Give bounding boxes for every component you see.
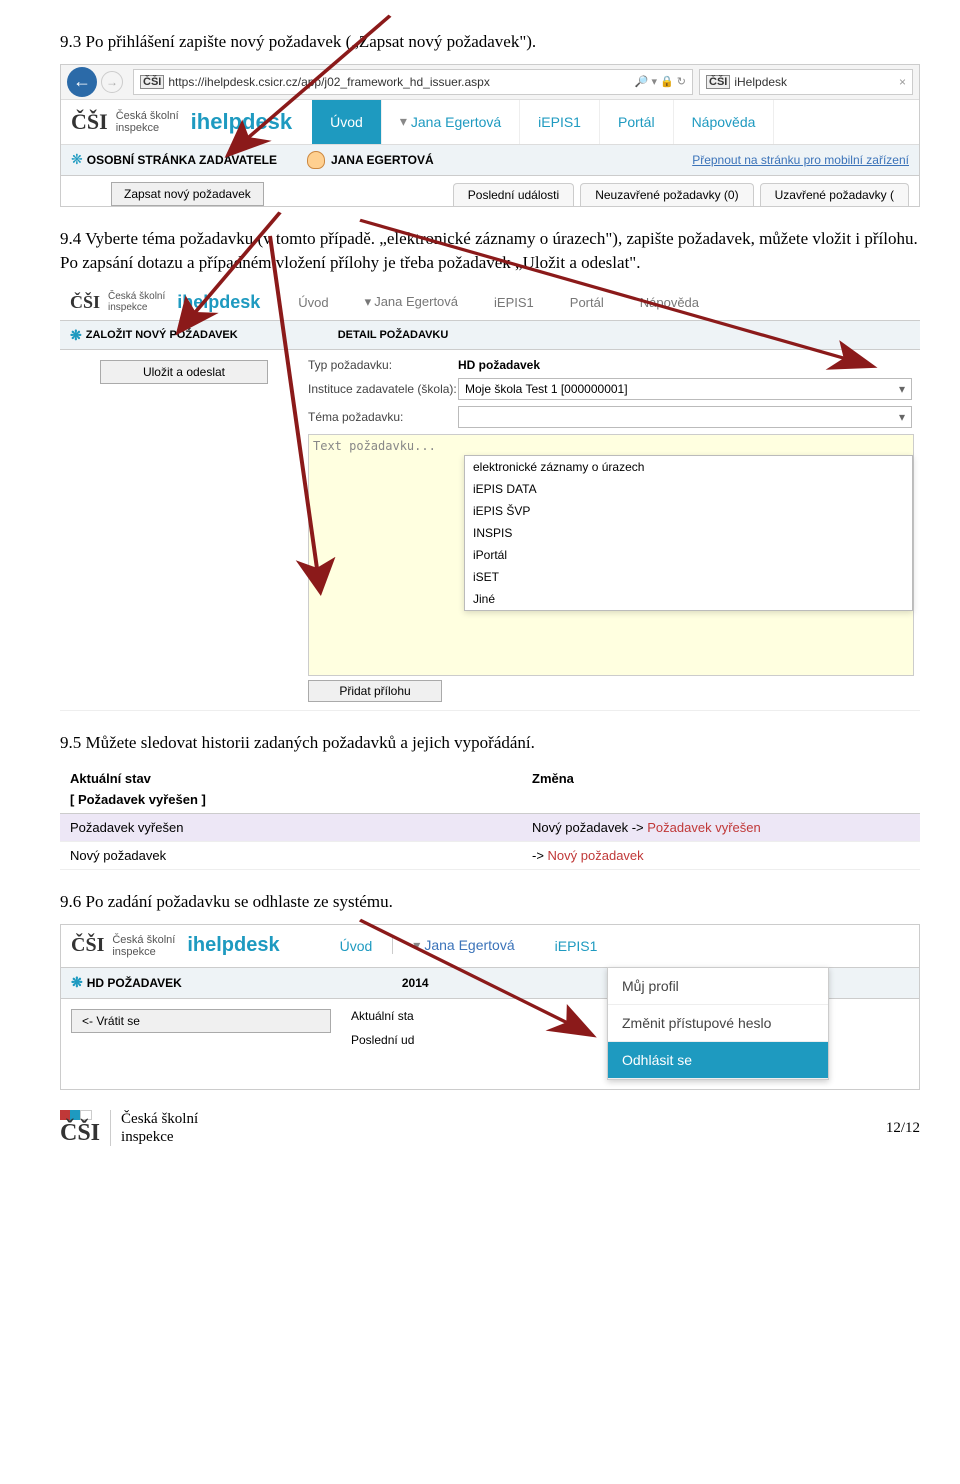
dropdown-item[interactable]: iEPIS ŠVP [465, 500, 912, 522]
screenshot-2: ČŠI Česká školníinspekce ihelpdesk Úvod … [60, 284, 920, 711]
close-icon[interactable]: × [899, 75, 906, 89]
label-institution: Instituce zadavatele (škola): [308, 382, 458, 396]
topic-select[interactable] [458, 406, 912, 428]
nav-user[interactable]: ▾Jana Egertová [347, 294, 476, 310]
url-bar[interactable]: ČŠI https://ihelpdesk.csicr.cz/app/j02_f… [133, 69, 693, 95]
footer-flag-icon [60, 1110, 92, 1120]
nav-uvod[interactable]: Úvod [280, 295, 346, 310]
star-icon: ❋ [70, 327, 82, 344]
footer-org: Česká školní inspekce [110, 1110, 198, 1146]
user-icon [307, 151, 325, 169]
dropdown-item[interactable]: INSPIS [465, 522, 912, 544]
section-9-5: 9.5 Můžete sledovat historii zadaných po… [60, 731, 920, 755]
attach-button[interactable]: Přidat přílohu [308, 680, 442, 702]
label-topic: Téma požadavku: [308, 410, 458, 424]
browser-forward-icon: → [101, 71, 123, 93]
url-prefix: ČŠI [140, 75, 164, 89]
institution-select[interactable]: Moje škola Test 1 [000000001] [458, 378, 912, 400]
nav-portal[interactable]: Portál [600, 100, 674, 144]
browser-tab[interactable]: ČŠI iHelpdesk × [699, 69, 913, 95]
logo-ihelpdesk: ihelpdesk [177, 292, 260, 313]
logo-ihelpdesk: ihelpdesk [191, 109, 292, 135]
screenshot-3: Aktuální stav Změna [ Požadavek vyřešen … [60, 765, 920, 870]
browser-back-icon[interactable]: ← [67, 67, 97, 97]
logo-ihelpdesk: ihelpdesk [187, 934, 279, 957]
new-request-button[interactable]: Zapsat nový požadavek [111, 182, 264, 206]
mobile-link[interactable]: Přepnout na stránku pro mobilní zařízení [692, 153, 909, 167]
screenshot-1: ← → ČŠI https://ihelpdesk.csicr.cz/app/j… [60, 64, 920, 207]
bar-title-right: DETAIL POŽADAVKU [338, 329, 449, 341]
nav-uvod[interactable]: Úvod [312, 100, 382, 144]
section-9-6: 9.6 Po zadání požadavku se odhlaste ze s… [60, 890, 920, 914]
menu-logout[interactable]: Odhlásit se [608, 1042, 828, 1079]
back-button[interactable]: <- Vrátit se [71, 1009, 331, 1033]
menu-profile[interactable]: Můj profil [608, 968, 828, 1005]
status-subhead: [ Požadavek vyřešen ] [60, 792, 920, 814]
section-9-3: 9.3 Po přihlášení zapište nový požadavek… [60, 30, 920, 54]
table-row: Požadavek vyřešen Nový požadavek -> Poža… [60, 814, 920, 842]
dropdown-item[interactable]: elektronické záznamy o úrazech [465, 456, 912, 478]
tab-prefix: ČŠI [706, 75, 730, 89]
nav-uvod[interactable]: Úvod [320, 938, 393, 954]
nav-iepis[interactable]: iEPIS1 [535, 938, 618, 954]
tab-title: iHelpdesk [734, 75, 787, 89]
logo-subtitle: Česká školníinspekce [108, 291, 165, 313]
dropdown-item[interactable]: iSET [465, 566, 912, 588]
star-icon: ❋ [71, 151, 83, 168]
user-name-label: JANA EGERTOVÁ [307, 151, 434, 169]
textarea-placeholder: Text požadavku... [313, 439, 436, 453]
nav-user-dropdown[interactable]: ▾Jana Egertová [392, 937, 534, 954]
menu-password[interactable]: Změnit přístupové heslo [608, 1005, 828, 1042]
bar-title-left: ZALOŽIT NOVÝ POŽADAVEK [86, 329, 238, 341]
dropdown-item[interactable]: iPortál [465, 544, 912, 566]
logo-csi: ČŠI [71, 109, 108, 135]
dropdown-item[interactable]: iEPIS DATA [465, 478, 912, 500]
user-menu: Můj profil Změnit přístupové heslo Odhlá… [607, 967, 829, 1080]
footer: ČŠI Česká školní inspekce 12/12 [60, 1110, 920, 1147]
section-9-4: 9.4 Vyberte téma požadavku (v tomto příp… [60, 227, 920, 275]
logo-subtitle: Česká školníinspekce [112, 934, 175, 958]
nav-iepis[interactable]: iEPIS1 [520, 100, 600, 144]
url-text: https://ihelpdesk.csicr.cz/app/j02_frame… [168, 75, 490, 89]
label-type: Typ požadavku: [308, 358, 458, 372]
nav-iepis[interactable]: iEPIS1 [476, 295, 552, 310]
tab-recent[interactable]: Poslední události [453, 183, 574, 206]
bar-title: HD POŽADAVEK [87, 976, 182, 990]
topic-dropdown[interactable]: elektronické záznamy o úrazech iEPIS DAT… [464, 455, 913, 611]
logo-subtitle: Česká školníinspekce [116, 110, 179, 134]
logo-csi: ČŠI [71, 934, 104, 957]
dropdown-item[interactable]: Jiné [465, 588, 912, 610]
save-send-button[interactable]: Uložit a odeslat [100, 360, 268, 384]
url-icons: 🔎 ▾ 🔒 ↻ [635, 75, 686, 88]
nav-user[interactable]: ▾Jana Egertová [382, 100, 520, 144]
nav-portal[interactable]: Portál [552, 295, 622, 310]
personal-page-label: ❋ OSOBNÍ STRÁNKA ZADAVATELE [71, 151, 277, 168]
page-number: 12/12 [886, 1120, 920, 1137]
nav-help[interactable]: Nápověda [674, 100, 775, 144]
logo-csi: ČŠI [70, 292, 100, 313]
col-status: Aktuální stav [70, 771, 532, 786]
tab-closed[interactable]: Uzavřené požadavky ( [760, 183, 909, 206]
value-type: HD požadavek [458, 358, 540, 372]
request-textarea[interactable]: Text požadavku... elektronické záznamy o… [308, 434, 914, 676]
col-change: Změna [532, 771, 910, 786]
star-icon: ❋ [71, 974, 83, 991]
nav-help[interactable]: Nápověda [622, 295, 717, 310]
bar-year: 2014 [402, 976, 429, 990]
tab-open[interactable]: Neuzavřené požadavky (0) [580, 183, 753, 206]
table-row: Nový požadavek -> Nový požadavek [60, 842, 920, 870]
footer-logo-csi: ČŠI [60, 1120, 100, 1147]
screenshot-4: ČŠI Česká školníinspekce ihelpdesk Úvod … [60, 924, 920, 1090]
